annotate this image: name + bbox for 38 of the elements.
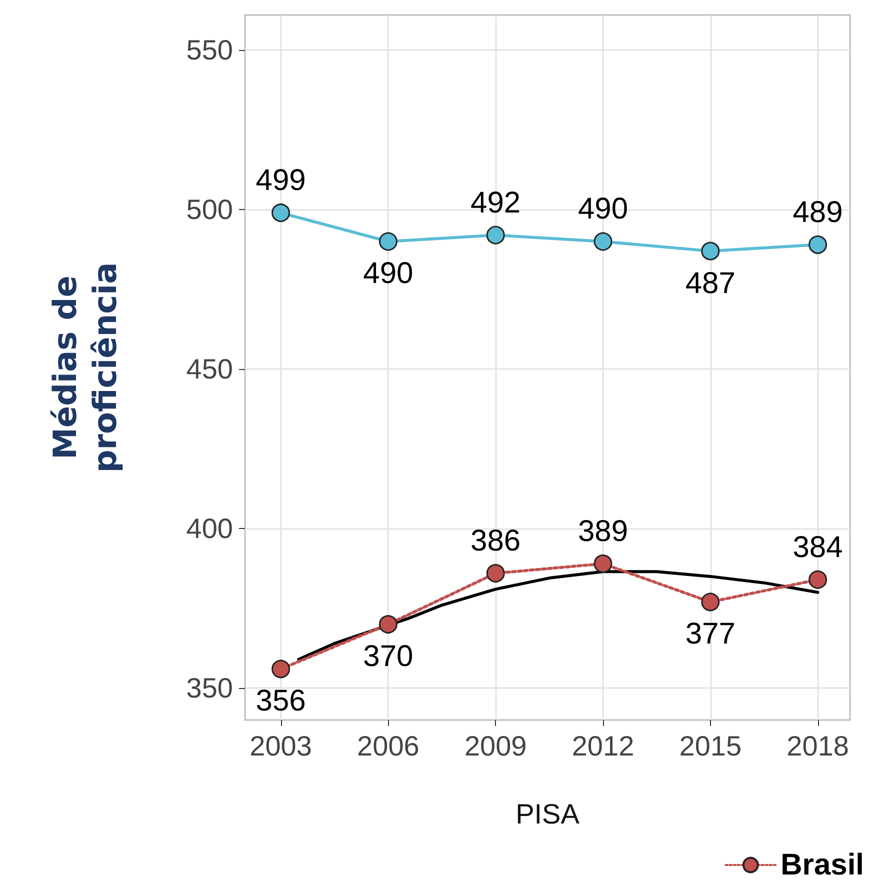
data-label: 499	[256, 164, 306, 198]
y-tick-label: 450	[186, 354, 233, 385]
point	[272, 660, 290, 678]
x-tick-label: 2018	[786, 730, 849, 762]
data-label: 389	[578, 514, 628, 548]
x-tick-label: 2012	[572, 730, 634, 762]
data-label: 492	[470, 186, 521, 220]
point	[701, 242, 720, 260]
x-axis-title: PISA	[516, 798, 580, 830]
data-label: 356	[256, 684, 306, 718]
point	[378, 615, 398, 634]
data-label: 490	[363, 257, 414, 290]
y-tick-label: 400	[186, 513, 233, 544]
y-axis-title: Médias de proficiência	[46, 262, 124, 473]
x-tick-label: 2006	[357, 730, 420, 762]
x-tick-label: 2015	[679, 730, 742, 762]
y-tick-label: 550	[186, 34, 233, 66]
y-tick-label: 350	[186, 672, 233, 704]
y-tick-label: 500	[186, 194, 233, 226]
x-tick-label: 2009	[464, 730, 527, 762]
x-tick-label: 2003	[250, 730, 312, 762]
data-label: 490	[578, 192, 628, 226]
point	[808, 570, 828, 589]
point	[701, 592, 720, 612]
point	[378, 232, 398, 251]
data-label: 384	[792, 530, 843, 564]
point	[486, 564, 505, 583]
point	[594, 554, 612, 573]
data-label: 386	[470, 524, 521, 558]
data-label: 487	[685, 266, 736, 300]
legend-label: Brasil	[780, 848, 864, 882]
point	[272, 204, 290, 222]
point	[808, 235, 828, 254]
point	[486, 226, 505, 244]
data-label: 377	[685, 618, 736, 651]
point	[594, 232, 612, 251]
data-label: 370	[363, 640, 414, 674]
data-label: 489	[792, 196, 843, 229]
